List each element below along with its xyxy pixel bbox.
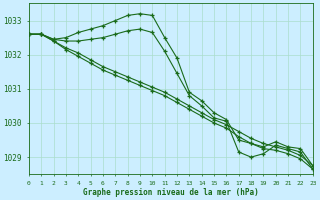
X-axis label: Graphe pression niveau de la mer (hPa): Graphe pression niveau de la mer (hPa) bbox=[83, 188, 259, 197]
